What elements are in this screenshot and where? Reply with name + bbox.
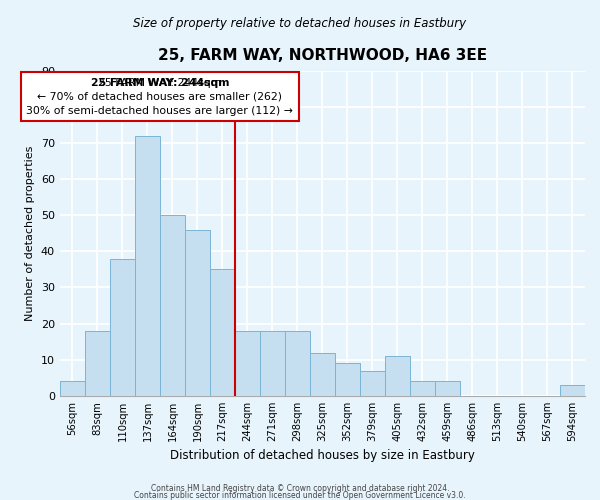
X-axis label: Distribution of detached houses by size in Eastbury: Distribution of detached houses by size … [170,450,475,462]
Bar [60,382,85,396]
Title: 25, FARM WAY, NORTHWOOD, HA6 3EE: 25, FARM WAY, NORTHWOOD, HA6 3EE [158,48,487,62]
Text: Contains HM Land Registry data © Crown copyright and database right 2024.: Contains HM Land Registry data © Crown c… [151,484,449,493]
Bar [360,370,385,396]
Text: Size of property relative to detached houses in Eastbury: Size of property relative to detached ho… [133,18,467,30]
Bar [135,136,160,396]
Bar [335,364,360,396]
Bar [385,356,410,396]
Y-axis label: Number of detached properties: Number of detached properties [25,146,35,321]
Bar [260,331,285,396]
Bar [435,382,460,396]
Bar [160,215,185,396]
Text: 25 FARM WAY: 244sqm
← 70% of detached houses are smaller (262)
30% of semi-detac: 25 FARM WAY: 244sqm ← 70% of detached ho… [26,78,293,116]
Bar [85,331,110,396]
Bar [235,331,260,396]
Bar [310,352,335,396]
Bar [560,385,585,396]
Bar [110,258,135,396]
Bar [210,270,235,396]
Bar [410,382,435,396]
Text: 25 FARM WAY: 244sqm: 25 FARM WAY: 244sqm [91,78,229,88]
Bar [185,230,210,396]
Bar [285,331,310,396]
Text: Contains public sector information licensed under the Open Government Licence v3: Contains public sector information licen… [134,490,466,500]
